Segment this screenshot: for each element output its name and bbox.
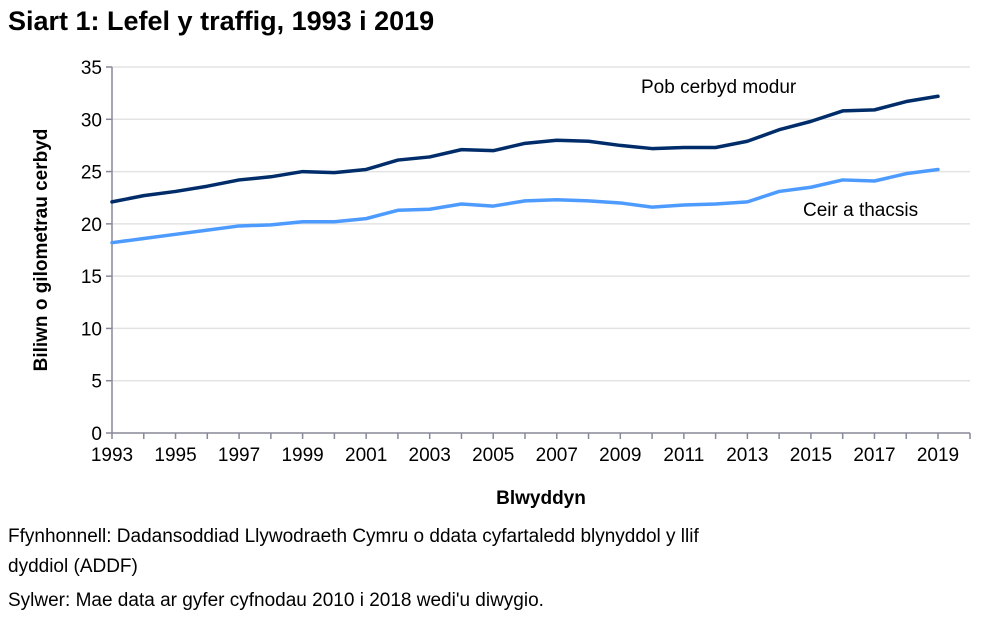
x-tick-label: 1999 <box>281 445 323 466</box>
x-tick-label: 2015 <box>790 445 832 466</box>
x-tick-label: 2013 <box>726 445 768 466</box>
y-tick-label: 20 <box>81 215 102 236</box>
y-tick-label: 30 <box>81 110 102 131</box>
y-axis-label: Biliwn o gilometrau cerbyd <box>31 129 52 372</box>
y-tick-label: 5 <box>91 372 102 393</box>
revision-note: Sylwer: Mae data ar gyfer cyfnodau 2010 … <box>8 590 544 611</box>
y-tick-label: 25 <box>81 163 102 184</box>
y-tick-label: 35 <box>81 58 102 79</box>
x-tick-label: 2005 <box>472 445 514 466</box>
x-tick-label: 2019 <box>917 445 959 466</box>
y-tick-label: 10 <box>81 319 102 340</box>
x-tick-label: 1993 <box>91 445 133 466</box>
series-label-all-vehicles: Pob cerbyd modur <box>641 77 797 98</box>
y-tick-label: 0 <box>91 424 102 445</box>
x-tick-label: 1995 <box>154 445 196 466</box>
series-label-cars-taxis: Ceir a thacsis <box>803 200 918 221</box>
x-tick-label: 2003 <box>409 445 451 466</box>
x-axis-label: Blwyddyn <box>496 488 586 509</box>
x-tick-label: 2009 <box>599 445 641 466</box>
line-chart: 0 5 10 15 20 25 30 35 1993 1995 1997 1999 2001 2003 20… <box>31 58 971 509</box>
source-note-line2: dyddiol (ADDF) <box>8 556 138 577</box>
source-note-line1: Ffynhonnell: Dadansoddiad Llywodraeth Cy… <box>8 526 699 547</box>
x-tick-label: 2017 <box>853 445 895 466</box>
x-tick-label: 2001 <box>345 445 387 466</box>
chart-title: Siart 1: Lefel y traffig, 1993 i 2019 <box>8 6 435 36</box>
x-tick-label: 1997 <box>218 445 260 466</box>
x-tick-label: 2007 <box>536 445 578 466</box>
x-tick-label: 2011 <box>663 445 704 466</box>
y-tick-label: 15 <box>81 267 102 288</box>
